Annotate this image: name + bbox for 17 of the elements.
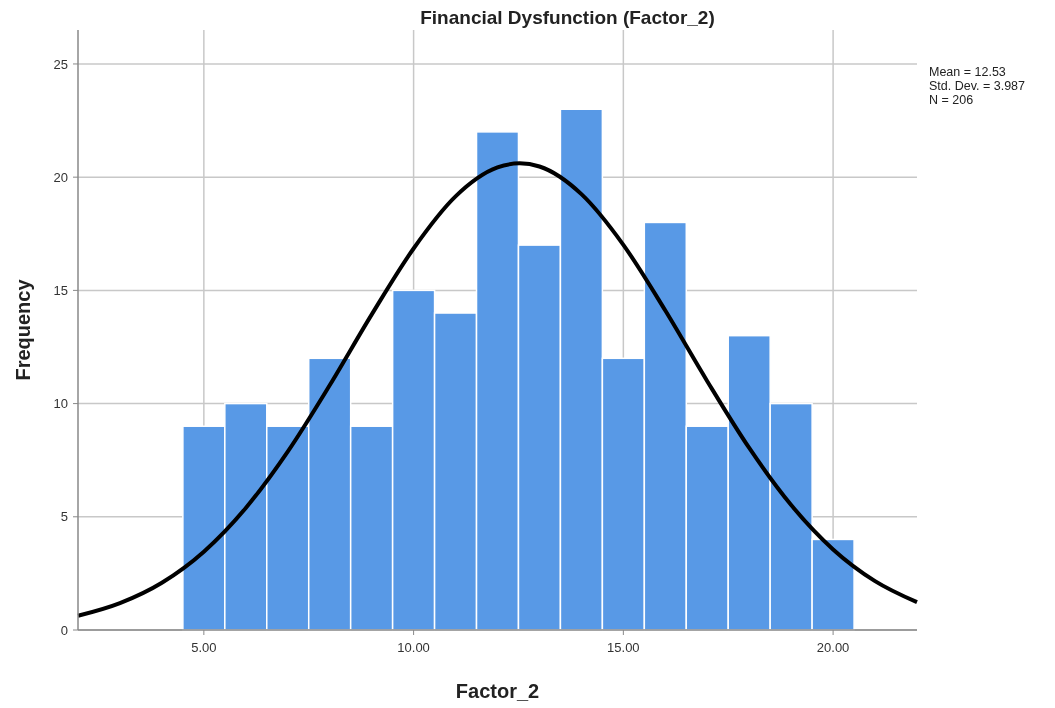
y-axis-title: Frequency [12,278,34,381]
y-tick-label: 10 [53,396,68,412]
line-series [76,161,919,618]
x-tick-label: 20.00 [816,640,850,655]
y-tick-label: 5 [60,509,68,525]
x-tick-label: 10.00 [397,640,430,655]
y-tick-label: 0 [60,622,68,638]
y-tick-label: 25 [53,56,68,72]
x-tick-label: 5.00 [191,640,217,655]
text: N = 206 [929,93,974,107]
x-axis-title: Factor_2 [455,680,540,702]
text: Mean = 12.53 [929,65,1006,79]
x-tick-label: 15.00 [607,640,640,655]
y-tick-label: 20 [53,169,68,185]
text: Std. Dev. = 3.987 [929,79,1026,93]
y-tick-label: 15 [53,282,68,298]
chart-title: Financial Dysfunction (Factor_2) [420,7,715,28]
